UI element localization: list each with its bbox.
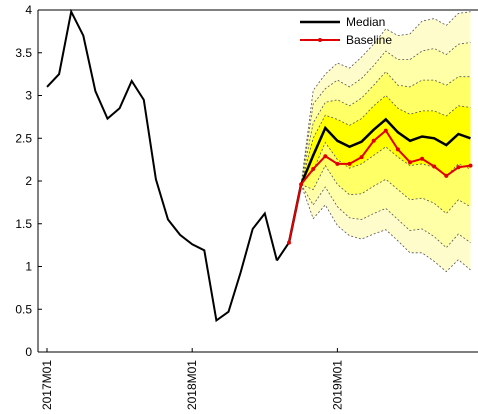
baseline-point <box>287 240 291 245</box>
baseline-point <box>468 163 473 168</box>
baseline-point <box>347 161 352 166</box>
baseline-point <box>444 173 449 178</box>
baseline-point <box>299 182 304 187</box>
baseline-point <box>456 165 461 170</box>
legend: Median Baseline <box>300 15 392 47</box>
baseline-point <box>395 147 400 152</box>
history-line <box>46 8 278 323</box>
fan-quantile-line-8 <box>300 184 471 273</box>
fan-quantile-line-2 <box>300 42 471 185</box>
x-tick-label: 2018M01 <box>185 360 199 410</box>
legend-baseline-marker <box>318 38 322 42</box>
baseline-point <box>335 161 340 166</box>
y-tick-label: 3.5 <box>15 46 32 60</box>
x-tick-label: 2019M01 <box>330 360 344 410</box>
baseline-line <box>288 129 471 243</box>
median-line <box>287 117 471 243</box>
baseline-point <box>359 155 364 160</box>
x-tick-label: 2017M01 <box>40 360 54 410</box>
baseline-point <box>323 154 328 159</box>
y-tick-label: 3 <box>25 89 32 103</box>
baseline-point <box>408 160 412 165</box>
baseline-point <box>420 156 425 161</box>
y-tick-label: 2 <box>25 174 32 188</box>
baseline-point <box>311 167 316 171</box>
axes: 0 0.5 1 1.5 2 2.5 3 3.5 4 2017M01 2018M01 2019M01 <box>15 3 478 410</box>
y-tick-label: 0.5 <box>15 302 32 316</box>
y-tick-label: 1 <box>25 260 32 274</box>
y-tick-label: 1.5 <box>15 217 32 231</box>
history-last-segment <box>276 242 290 262</box>
fan-quantile-line-7 <box>300 184 471 249</box>
baseline-point <box>371 138 376 143</box>
fan-bands <box>300 11 471 273</box>
legend-baseline-label: Baseline <box>346 33 392 47</box>
series-lines <box>46 8 473 323</box>
fan-quantile-line-1 <box>300 11 471 185</box>
y-tick-label: 2.5 <box>15 131 32 145</box>
y-tick-label: 0 <box>25 345 32 359</box>
baseline-point <box>432 164 437 169</box>
baseline-point <box>383 128 388 133</box>
legend-median-label: Median <box>346 15 385 29</box>
y-tick-label: 4 <box>25 3 32 17</box>
